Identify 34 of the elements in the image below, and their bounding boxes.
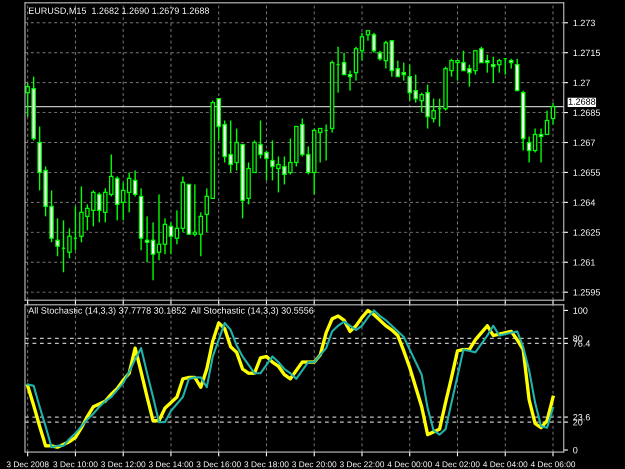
candlestick — [55, 218, 60, 257]
x-tick-label: 3 Dec 10:00 — [53, 461, 98, 468]
chart-title: EURUSD,M15 1.2682 1.2690 1.2679 1.2688 — [28, 8, 210, 15]
y-tick-label: 1.27 — [573, 80, 590, 86]
y-tick-label: 1.2685 — [573, 110, 600, 116]
y-tick-label: 1.2595 — [573, 289, 600, 296]
y-tick-label: 1.267 — [573, 139, 595, 146]
y-tick-label: 100 — [573, 307, 588, 314]
y-tick-label: 0 — [573, 446, 578, 454]
y-tick-label: 23.6 — [573, 414, 590, 420]
x-tick-label: 3 Dec 12:00 — [101, 461, 146, 468]
y-tick-label: 20 — [573, 419, 582, 426]
y-tick-label: 1.2715 — [573, 50, 600, 56]
candlestick — [67, 228, 72, 259]
x-tick-label: 4 Dec 06:00 — [530, 461, 576, 468]
y-tick-label: 1.2625 — [573, 229, 600, 236]
chart-title: All Stochastic (14,3,3) 37.7778 30.1852 All Stochastic (14,3,3) 30.5556 — [28, 307, 314, 316]
candlestick — [550, 102, 556, 126]
y-tick-label: 1.2655 — [573, 169, 600, 176]
x-tick-label: 4 Dec 00:00 — [387, 461, 432, 468]
y-tick-label: 1.264 — [573, 199, 596, 206]
x-tick-label: 3 Dec 18:00 — [244, 461, 289, 468]
y-tick-label: 1.261 — [573, 259, 595, 266]
y-tick-label: 76.4 — [573, 340, 590, 347]
x-tick-label: 3 Dec 14:00 — [148, 461, 194, 468]
x-tick-label: 3 Dec 22:00 — [340, 461, 384, 468]
candlestick — [508, 58, 514, 70]
y-tick-label: 1.273 — [573, 20, 595, 26]
x-tick-label: 3 Dec 16:00 — [196, 461, 241, 468]
ref-line-label: 1.2688 — [568, 98, 596, 105]
x-tick-label: 4 Dec 04:00 — [482, 461, 528, 468]
x-tick-label: 4 Dec 02:00 — [435, 461, 480, 468]
x-tick-label: 3 Dec 2008 — [6, 461, 49, 468]
x-tick-label: 3 Dec 20:00 — [292, 461, 336, 468]
